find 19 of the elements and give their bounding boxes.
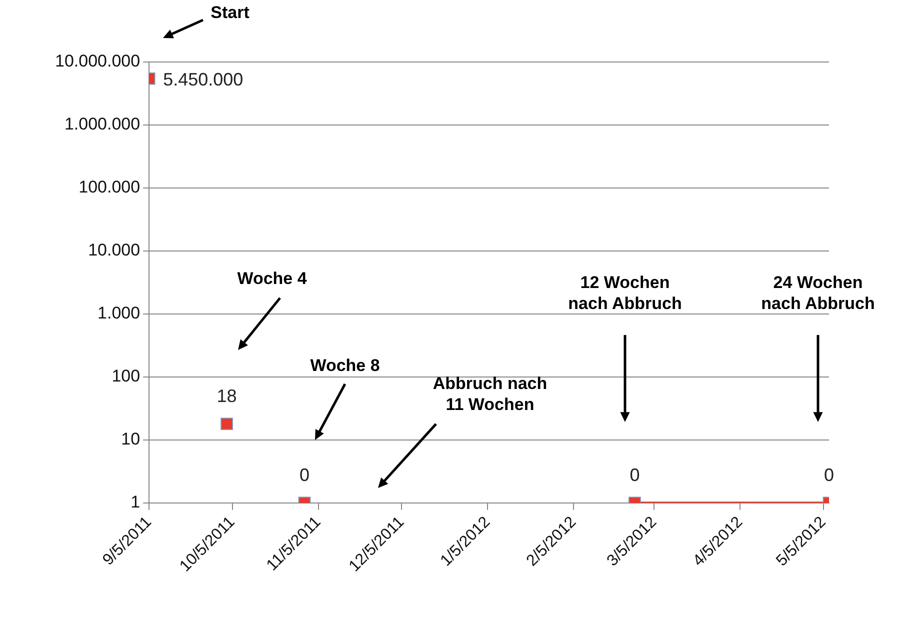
annotation: Abbruch nach 11 Wochen: [432, 373, 548, 416]
annotation: Woche 8: [310, 355, 380, 376]
y-tick-label: 100: [112, 366, 140, 386]
annotation: 0: [824, 464, 834, 485]
y-tick-label: 1.000.000: [64, 114, 140, 134]
y-tick-label: 10.000.000: [54, 52, 140, 71]
annotation: 0: [299, 464, 310, 485]
data-label: 18: [216, 386, 237, 406]
annotation: 24 Wochen nach Abbruch: [761, 272, 875, 314]
y-tick-label: 10: [121, 430, 140, 449]
y-tick-label: 10.000: [88, 240, 140, 260]
y-tick-label: 1.000: [98, 304, 140, 323]
text: Start: [210, 2, 250, 24]
annotation: 12 Wochen nach Abbruch: [568, 272, 682, 314]
data-label: 5.450.000: [163, 70, 244, 90]
annotation: Woche 4: [237, 268, 307, 290]
annotation: 0: [630, 464, 640, 485]
y-tick-label: 1: [130, 492, 140, 512]
y-tick-label: 100.000: [78, 178, 140, 197]
